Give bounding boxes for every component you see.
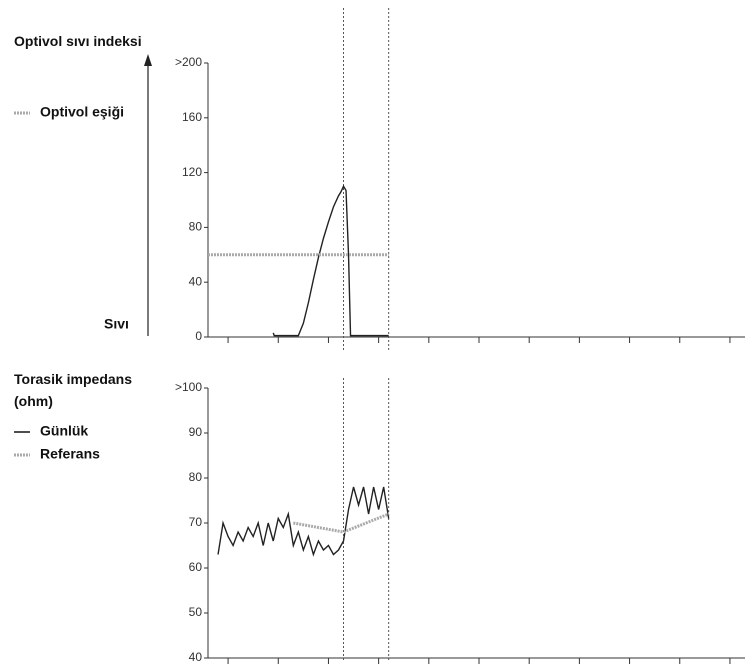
y-tick-label: 80 [189,220,203,234]
y-tick-label: 50 [189,605,203,619]
y-tick-label: 80 [189,470,203,484]
legend-label: Referans [40,446,100,462]
y-tick-label: 60 [189,560,203,574]
y-tick-label: 90 [189,425,203,439]
chart-title: Torasik impedans (ohm) [14,371,133,409]
y-tick-label: 40 [189,650,203,664]
series-line [217,486,390,557]
y-tick-label: 120 [182,165,202,179]
y-tick-label: 160 [182,110,202,124]
y-tick-label: >200 [175,55,202,69]
y-tick-label: 40 [189,274,203,288]
legend-label: Günlük [40,423,88,439]
y-tick-label: >100 [175,380,202,394]
arrow-head [144,54,152,66]
y-tick-label: 70 [189,515,203,529]
y-tick-label: 0 [195,329,202,343]
annotation: Sıvı [104,316,129,332]
chart-title: Optivol sıvı indeksi [14,33,142,49]
legend-label: Optivol eşiği [40,104,124,120]
series-line [293,512,390,534]
series-line [272,184,389,337]
